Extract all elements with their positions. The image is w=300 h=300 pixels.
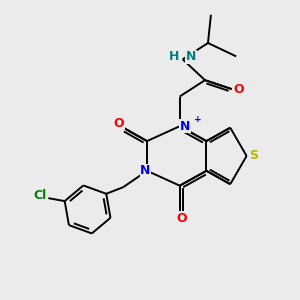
Text: N: N xyxy=(180,120,190,133)
Text: N: N xyxy=(186,50,196,64)
Text: O: O xyxy=(233,82,244,96)
Text: O: O xyxy=(176,212,187,225)
Text: S: S xyxy=(249,149,258,162)
Text: +: + xyxy=(194,115,202,124)
Text: Cl: Cl xyxy=(33,189,46,202)
Text: O: O xyxy=(113,117,124,130)
Text: H: H xyxy=(169,50,180,64)
Text: N: N xyxy=(140,164,151,177)
